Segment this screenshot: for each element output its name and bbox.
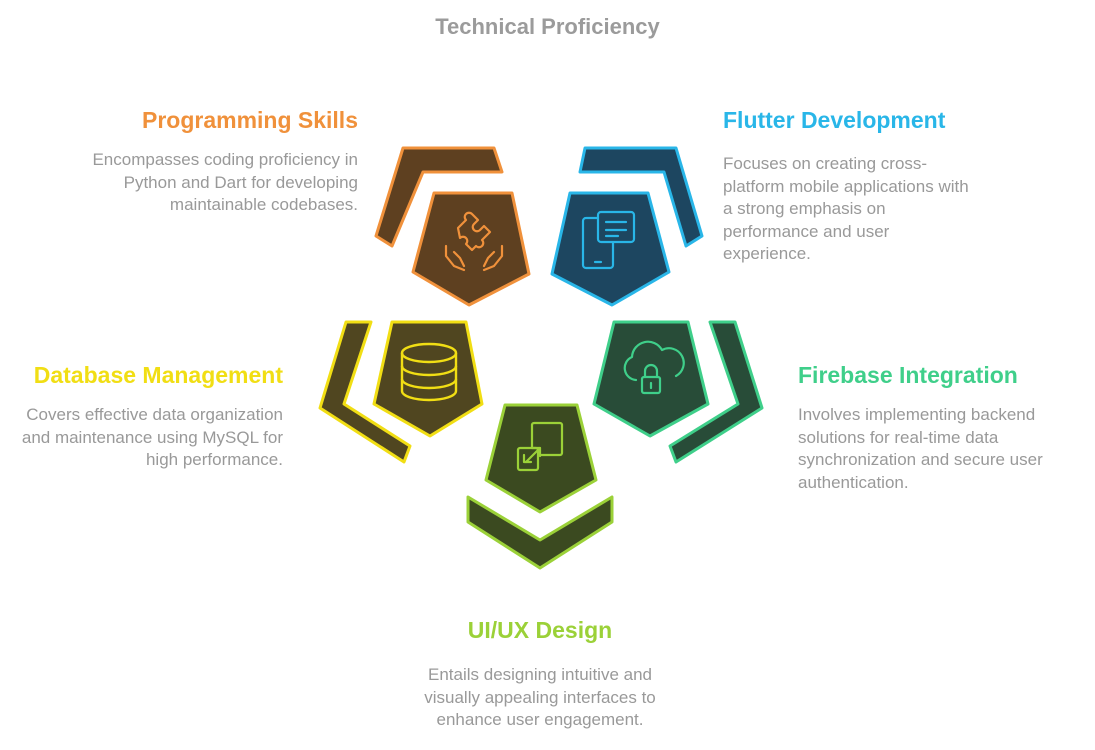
firebase-heading: Firebase Integration [798, 362, 1018, 388]
programming-outer-band [374, 146, 504, 248]
programming-description: Encompasses coding proficiency in Python… [92, 150, 358, 214]
database-heading: Database Management [33, 362, 283, 388]
uiux-outer-band [466, 495, 614, 570]
firebase-description: Involves implementing backend solutions … [798, 405, 1043, 492]
puzzle-hands-icon [444, 211, 504, 272]
segment-uiux [466, 403, 614, 570]
segment-database [318, 320, 484, 464]
segment-flutter [550, 146, 704, 307]
programming-heading: Programming Skills [141, 107, 358, 133]
resize-arrows-icon [516, 421, 564, 472]
flutter-pentagon [550, 191, 671, 307]
uiux-heading: UI/UX Design [467, 617, 613, 643]
uiux-pentagon [484, 403, 598, 514]
segment-firebase [592, 320, 764, 464]
firebase-pentagon [592, 320, 710, 438]
database-icon [400, 342, 458, 402]
cloud-lock-icon [623, 340, 685, 395]
database-outer-band [318, 320, 412, 464]
flutter-heading: Flutter Development [723, 107, 946, 133]
database-pentagon [372, 320, 484, 438]
firebase-outer-band [668, 320, 764, 464]
flutter-outer-band [578, 146, 704, 248]
segment-programming [374, 146, 531, 307]
uiux-description: Entails designing intuitive and visually… [424, 665, 656, 729]
mobile-app-icon [581, 210, 636, 270]
diagram-title: Technical Proficiency [435, 14, 660, 39]
flutter-description: Focuses on creating cross-platform mobil… [723, 154, 969, 263]
database-description: Covers effective data organization and m… [21, 405, 283, 469]
